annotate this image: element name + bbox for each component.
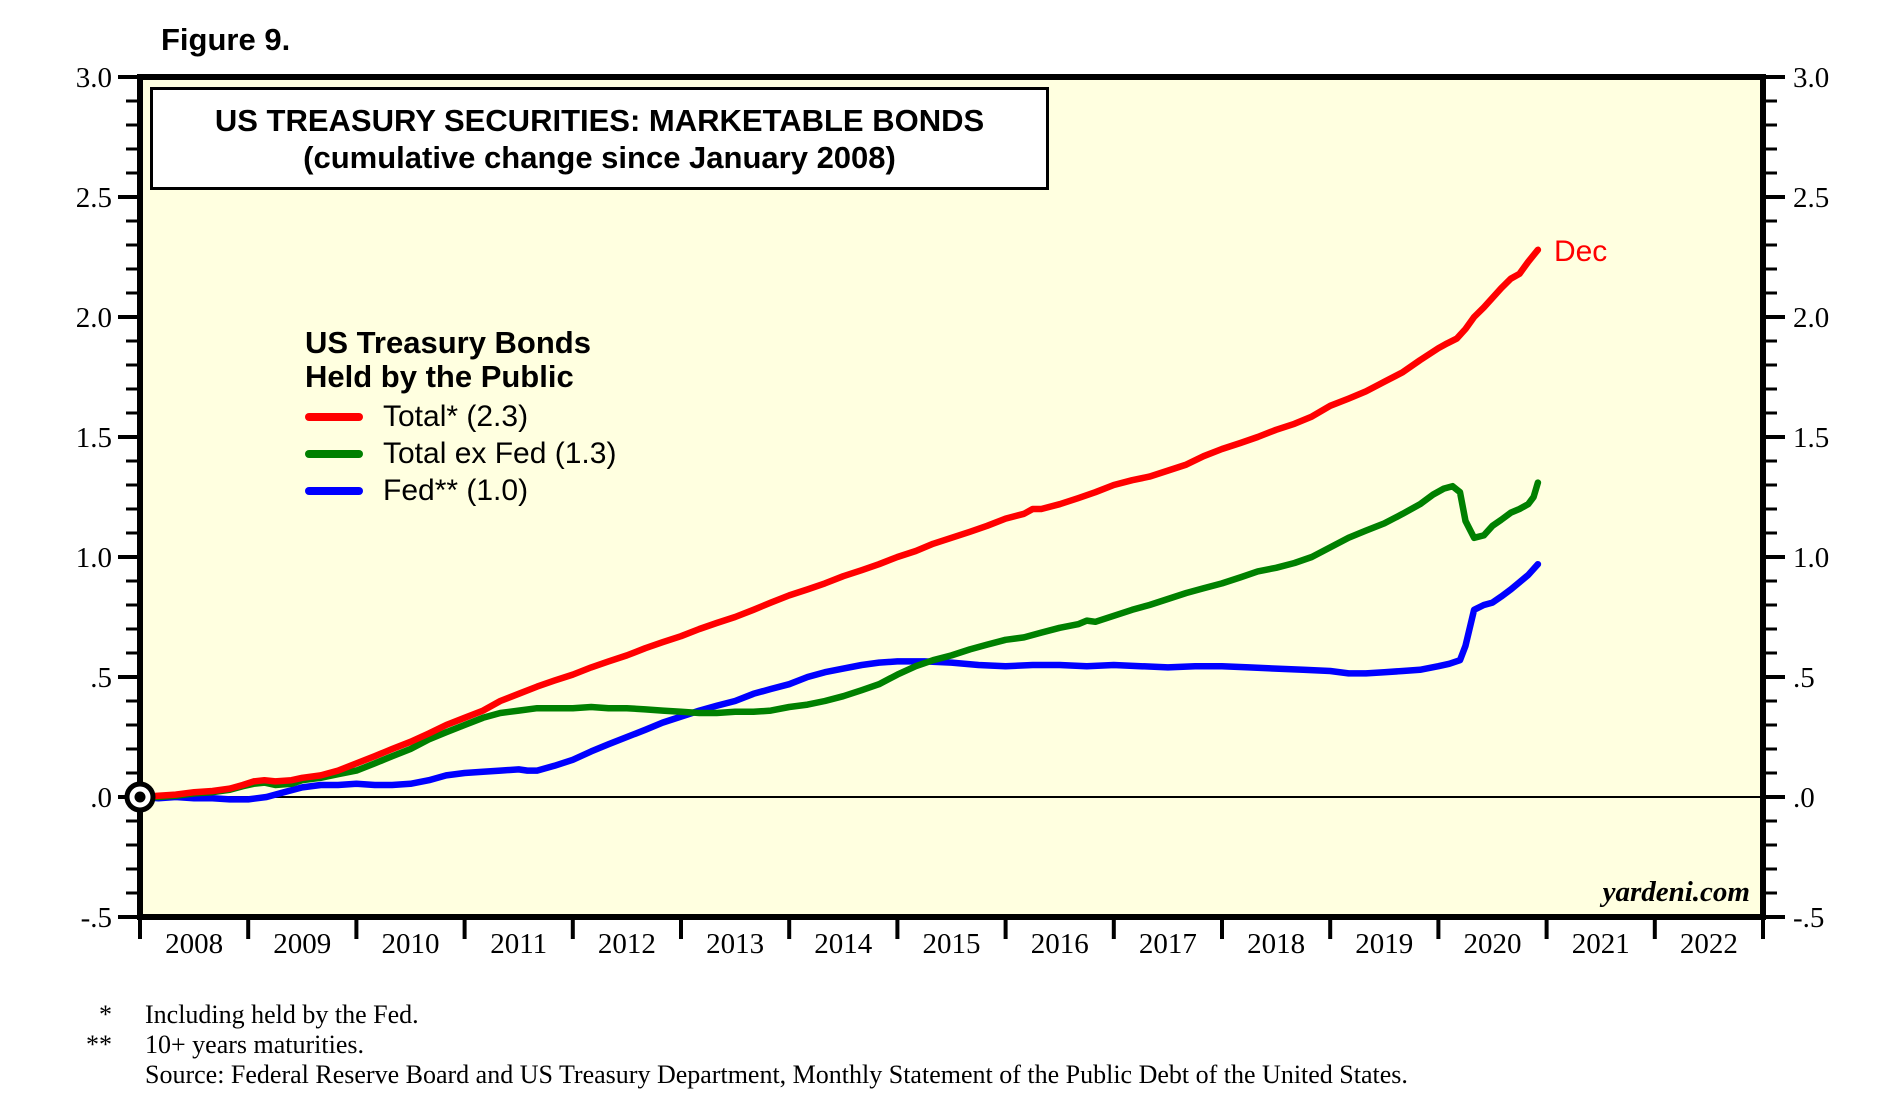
x-axis-year-label: 2010 — [382, 928, 440, 960]
x-axis-year-label: 2014 — [814, 928, 873, 960]
legend-item-label: Total ex Fed (1.3) — [383, 436, 617, 470]
x-axis-year-label: 2021 — [1572, 928, 1630, 960]
legend-item-label: Fed** (1.0) — [383, 473, 529, 507]
origin-marker-dot — [134, 791, 146, 803]
y-axis-tick-label-right: 1.0 — [1793, 542, 1829, 574]
legend: US Treasury Bonds Held by the Public Tot… — [305, 326, 616, 509]
end-month-annotation: Dec — [1554, 235, 1607, 268]
x-axis-year-label: 2012 — [598, 928, 656, 960]
y-axis-tick-label: 1.0 — [76, 542, 112, 574]
footnote-row: Source: Federal Reserve Board and US Tre… — [0, 1060, 1904, 1090]
x-axis-year-label: 2017 — [1139, 928, 1197, 960]
y-axis-tick-label: 2.5 — [76, 182, 112, 214]
footnote-text: Including held by the Fed. — [145, 1000, 419, 1029]
legend-item-label: Total* (2.3) — [383, 399, 529, 433]
legend-item-total: Total* (2.3) — [305, 398, 616, 435]
footnote-marker — [0, 1060, 112, 1090]
y-axis-tick-label: .5 — [90, 662, 112, 694]
total-line-swatch — [305, 412, 363, 421]
y-axis-tick-label-right: 1.5 — [1793, 422, 1829, 454]
y-axis-tick-label-right: .0 — [1793, 782, 1815, 814]
y-axis-tick-label: 2.0 — [76, 302, 112, 334]
total-ex-fed-line-swatch — [305, 449, 363, 458]
x-axis-year-label: 2018 — [1247, 928, 1305, 960]
watermark: yardeni.com — [1602, 876, 1750, 908]
x-axis-year-label: 2009 — [273, 928, 331, 960]
chart-title-line1: US TREASURY SECURITIES: MARKETABLE BONDS — [214, 103, 985, 138]
x-axis-year-label: 2015 — [923, 928, 981, 960]
y-axis-tick-label: .0 — [90, 782, 112, 814]
x-axis-year-label: 2019 — [1355, 928, 1413, 960]
legend-header-line2: Held by the Public — [305, 359, 574, 394]
footnote-text: Source: Federal Reserve Board and US Tre… — [145, 1060, 1408, 1089]
x-axis-year-label: 2020 — [1464, 928, 1522, 960]
legend-header: US Treasury Bonds Held by the Public — [305, 326, 616, 394]
legend-header-line1: US Treasury Bonds — [305, 325, 591, 360]
x-axis-year-label: 2008 — [165, 928, 223, 960]
chart-title-box: US TREASURY SECURITIES: MARKETABLE BONDS… — [150, 87, 1049, 190]
y-axis-tick-label-right: 2.0 — [1793, 302, 1829, 334]
x-axis-year-label: 2022 — [1680, 928, 1738, 960]
fed-line-swatch — [305, 486, 363, 495]
y-axis-tick-label-right: -.5 — [1793, 902, 1824, 934]
footnotes: * Including held by the Fed. ** 10+ year… — [0, 1000, 1904, 1090]
x-axis-year-label: 2013 — [706, 928, 764, 960]
footnote-marker: * — [99, 1000, 112, 1029]
chart-title-line2: (cumulative change since January 2008) — [303, 140, 896, 175]
y-axis-tick-label-right: .5 — [1793, 662, 1815, 694]
footnote-row: ** 10+ years maturities. — [0, 1030, 1904, 1060]
legend-item-fed: Fed** (1.0) — [305, 472, 616, 509]
x-axis-year-label: 2016 — [1031, 928, 1089, 960]
y-axis-tick-label: -.5 — [81, 902, 112, 934]
y-axis-tick-label-right: 2.5 — [1793, 182, 1829, 214]
y-axis-tick-label: 1.5 — [76, 422, 112, 454]
x-axis-year-label: 2011 — [490, 928, 547, 960]
footnote-text: 10+ years maturities. — [145, 1030, 364, 1059]
series-line-total-ex-fed — [136, 479, 1542, 801]
legend-item-total-ex-fed: Total ex Fed (1.3) — [305, 435, 616, 472]
y-axis-tick-label: 3.0 — [76, 62, 112, 94]
footnote-marker: ** — [86, 1030, 112, 1059]
plot-frame — [137, 74, 1766, 920]
y-axis-tick-label-right: 3.0 — [1793, 62, 1829, 94]
figure-label: Figure 9. — [161, 22, 291, 57]
series-line-fed — [136, 560, 1542, 803]
footnote-row: * Including held by the Fed. — [0, 1000, 1904, 1030]
series-line-total — [136, 246, 1542, 801]
